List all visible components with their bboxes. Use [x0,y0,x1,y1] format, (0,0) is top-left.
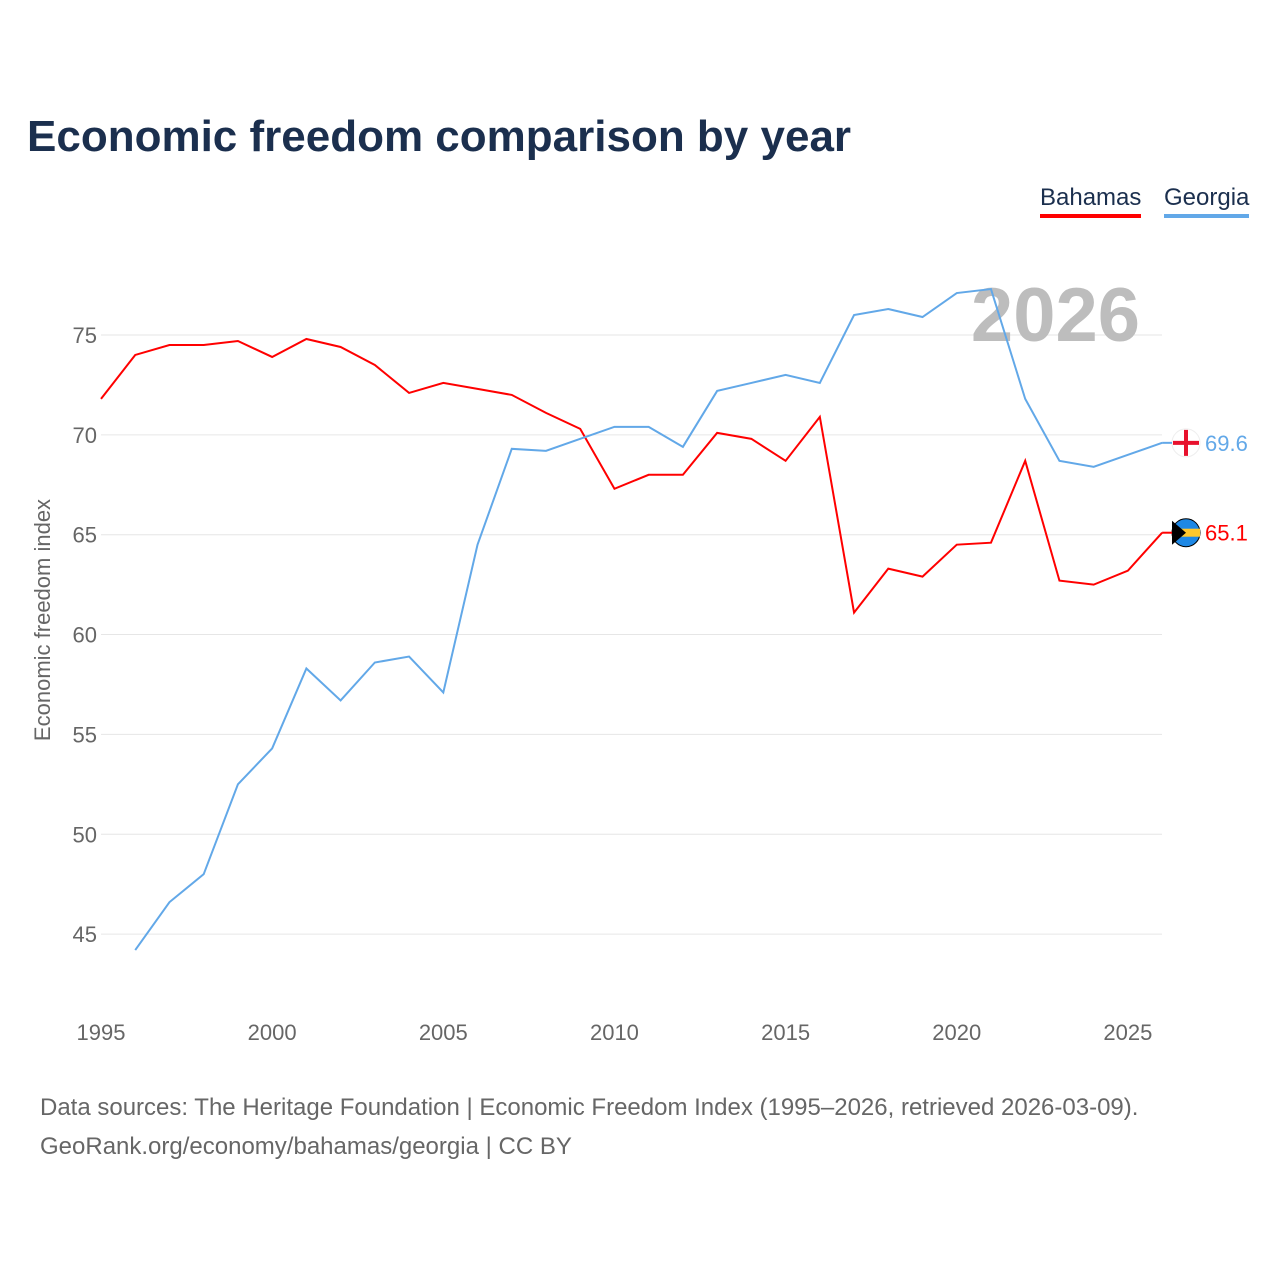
end-value-label: 69.6 [1205,431,1248,456]
chart-title: Economic freedom comparison by year [27,112,852,161]
x-tick-label: 1995 [77,1020,126,1045]
x-tick-label: 2005 [419,1020,468,1045]
year-watermark: 2026 [971,273,1140,358]
y-tick-label: 55 [73,722,97,747]
y-axis-label: Economic freedom index [30,499,55,741]
legend-georgia[interactable]: Georgia [1164,184,1250,218]
series-line-georgia [134,287,1163,951]
y-tick-label: 65 [73,523,97,548]
y-tick-label: 50 [73,822,97,847]
x-tick-label: 2015 [761,1020,810,1045]
source-text: Data sources: The Heritage Foundation | … [40,1094,1139,1121]
x-tick-label: 2020 [932,1020,981,1045]
y-tick-label: 45 [73,922,97,947]
x-tick-label: 2000 [248,1020,297,1045]
y-tick-label: 70 [73,423,97,448]
footer: Data sources: The Heritage Foundation | … [40,1088,1138,1166]
series-line-bahamas [100,337,1163,615]
credit-link[interactable]: GeoRank.org/economy/bahamas/georgia | CC… [40,1133,572,1160]
x-tick-label: 2010 [590,1020,639,1045]
x-tick-label: 2025 [1103,1020,1152,1045]
legend-bahamas[interactable]: Bahamas [1040,184,1142,218]
end-value-label: 65.1 [1205,521,1248,546]
flag-triangle [1172,520,1186,545]
y-tick-label: 60 [73,623,97,648]
y-tick-label: 75 [73,323,97,348]
flag-cross [1173,429,1199,456]
